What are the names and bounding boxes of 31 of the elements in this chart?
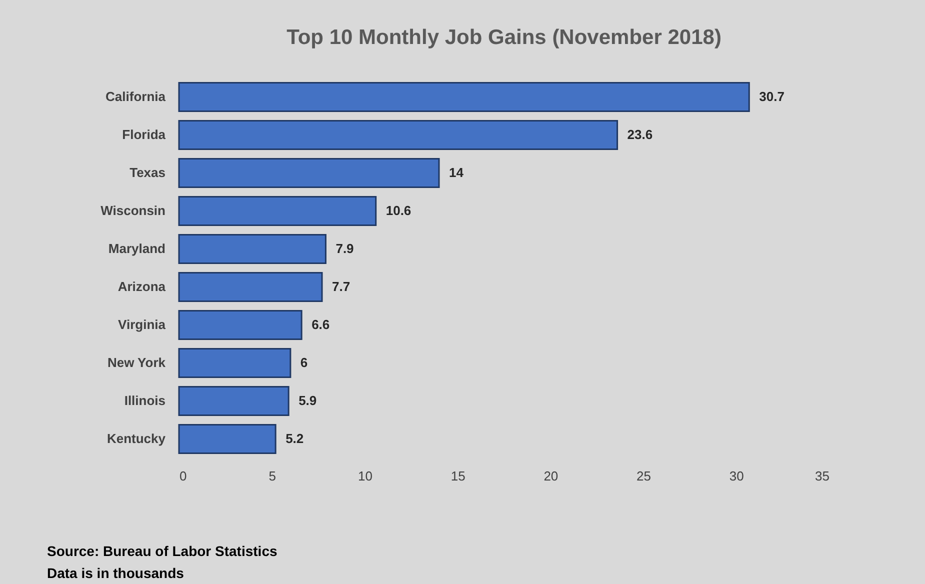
x-tick-label: 5 [268, 468, 276, 484]
x-tick-label: 25 [636, 468, 652, 484]
x-tick-label: 20 [544, 468, 558, 484]
data-label: 23.6 [627, 127, 653, 142]
data-label: 7.7 [332, 279, 350, 294]
source-note: Source: Bureau of Labor Statistics [47, 542, 278, 561]
y-tick-label: California [106, 89, 166, 104]
y-tick-label: Kentucky [106, 431, 166, 446]
y-tick-label: Texas [130, 165, 166, 180]
y-tick-label: Wisconsin [100, 203, 166, 218]
data-label: 6 [300, 355, 308, 370]
x-tick-label: 35 [815, 468, 830, 484]
y-tick-label: Maryland [108, 241, 166, 256]
text: Data is in thousands [47, 564, 185, 583]
y-tick-label: New York [107, 355, 166, 370]
data-label: 7.9 [336, 241, 354, 256]
y-tick-label: Florida [122, 127, 166, 142]
data-label: 10.6 [386, 203, 412, 218]
y-tick-label: Virginia [118, 317, 166, 332]
data-label: 6.6 [312, 317, 330, 332]
x-tick-label: 0 [180, 468, 187, 484]
x-tick-label: 15 [450, 468, 466, 484]
data-label: 30.7 [759, 89, 784, 104]
x-tick-label: 10 [358, 468, 372, 484]
chart-title: Top 10 Monthly Job Gains (November 2018) [286, 26, 722, 49]
y-tick-label: Illinois [124, 393, 166, 408]
y-tick-label: Arizona [118, 279, 166, 294]
data-label: 5.9 [298, 393, 317, 408]
data-label: 14 [449, 165, 464, 180]
data-label: 5.2 [286, 431, 304, 446]
x-tick-label: 30 [729, 468, 744, 484]
